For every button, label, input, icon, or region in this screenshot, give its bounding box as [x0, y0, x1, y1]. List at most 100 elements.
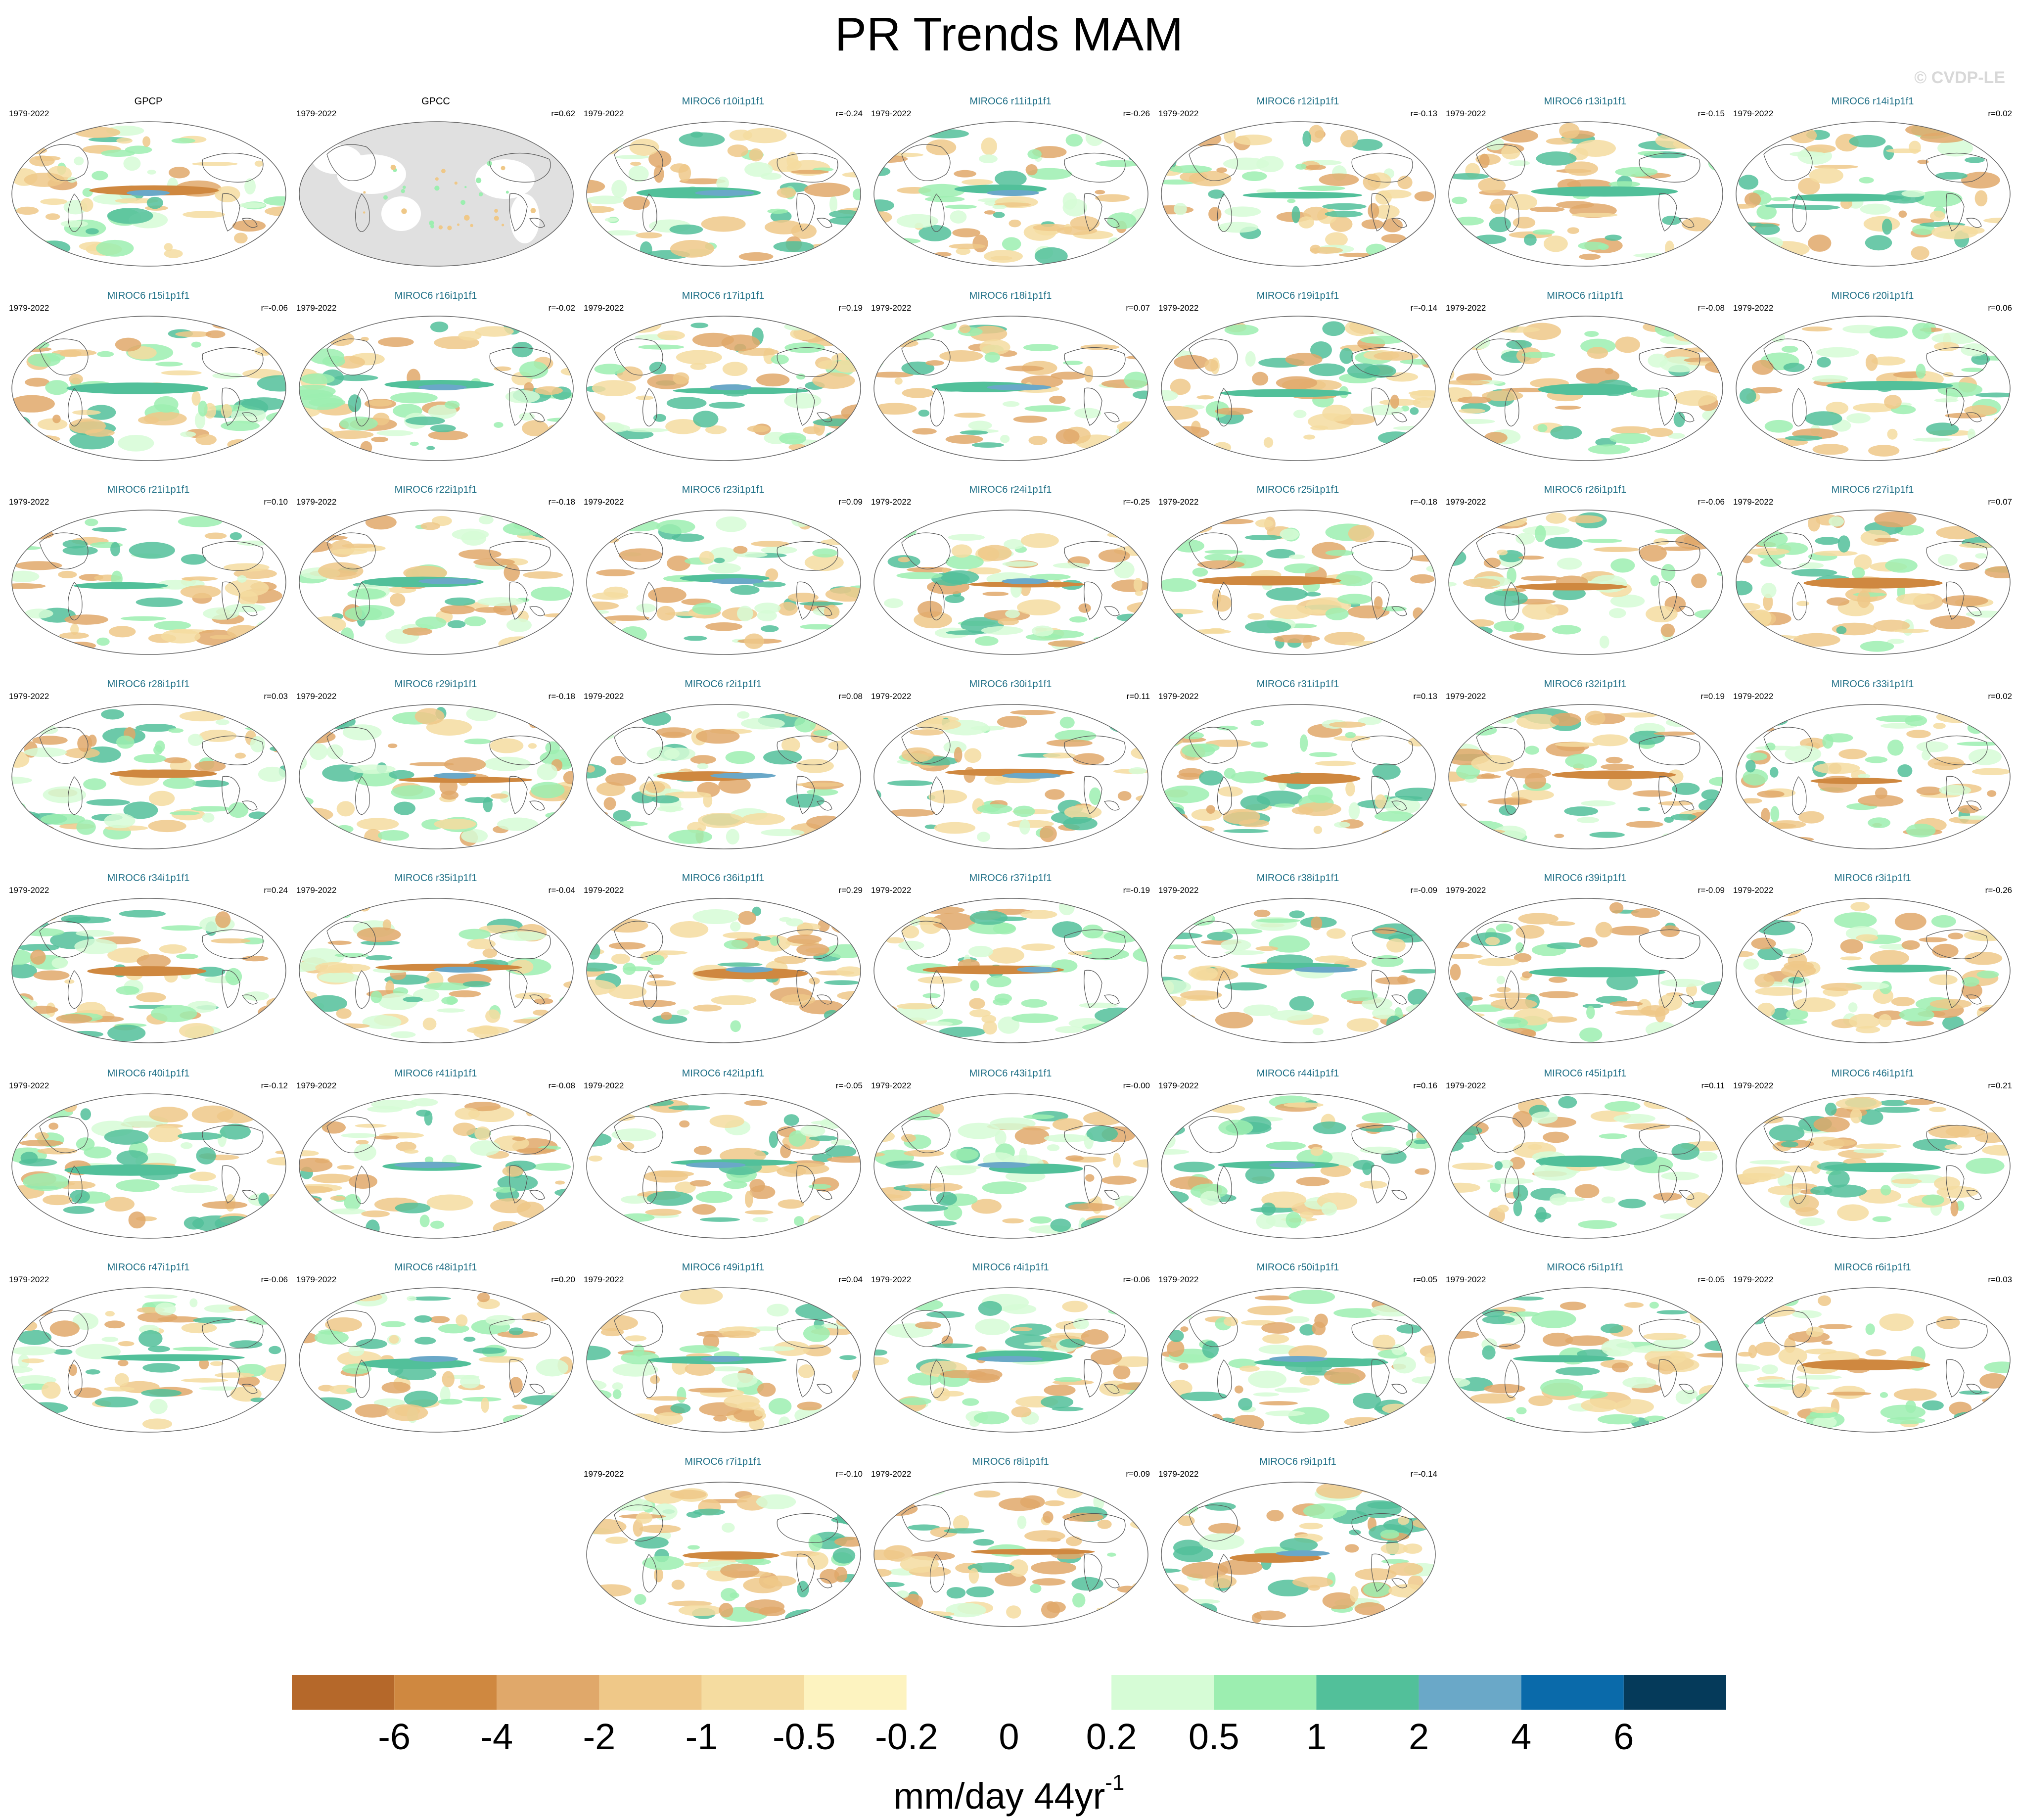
panel-correlation: r=0.02: [1988, 109, 2012, 118]
robinson-map: [873, 121, 1148, 267]
map-outline: [873, 316, 1148, 461]
map-outline: [1736, 510, 2011, 655]
panel-correlation: r=0.19: [1700, 692, 1725, 701]
colorbar-box: [1214, 1675, 1317, 1710]
map-panel: MIROC6 r27i1p1f1 1979-2022 r=0.07: [1729, 482, 2016, 670]
panel-correlation: r=-0.00: [1123, 1081, 1150, 1090]
map-panel: MIROC6 r38i1p1f1 1979-2022 r=-0.09: [1154, 871, 1441, 1059]
panel-title: MIROC6 r15i1p1f1: [107, 290, 190, 301]
panel-title: MIROC6 r2i1p1f1: [685, 679, 762, 690]
robinson-map: [1736, 704, 2011, 849]
panel-correlation: r=-0.02: [548, 303, 575, 313]
panel-correlation: r=-0.26: [1985, 886, 2012, 895]
map-outline: [586, 1287, 861, 1433]
map-panel: MIROC6 r42i1p1f1 1979-2022 r=-0.05: [580, 1066, 867, 1254]
colorbar-box: [599, 1675, 702, 1710]
map-panel: MIROC6 r41i1p1f1 1979-2022 r=-0.08: [292, 1066, 579, 1254]
panel-title: MIROC6 r22i1p1f1: [394, 484, 477, 495]
panel-title: MIROC6 r43i1p1f1: [969, 1068, 1052, 1079]
map-panel: MIROC6 r9i1p1f1 1979-2022 r=-0.14: [1154, 1454, 1441, 1642]
map-panel: MIROC6 r30i1p1f1 1979-2022 r=0.11: [867, 677, 1154, 865]
robinson-map: [1448, 1287, 1723, 1433]
panel-period: 1979-2022: [1733, 497, 1774, 507]
panel-period: 1979-2022: [9, 109, 49, 118]
map-outline: [873, 121, 1148, 267]
map-outline: [873, 1482, 1148, 1627]
panel-period: 1979-2022: [9, 1275, 49, 1284]
panel-period: 1979-2022: [871, 303, 912, 313]
panel-correlation: r=0.29: [838, 886, 863, 895]
colorbar-box: [394, 1675, 497, 1710]
map-outline: [1736, 704, 2011, 849]
colorbar-box: [804, 1675, 907, 1710]
panel-title: MIROC6 r3i1p1f1: [1834, 873, 1911, 884]
panel-correlation: r=-0.25: [1123, 497, 1150, 507]
map-panel: MIROC6 r36i1p1f1 1979-2022 r=0.29: [580, 871, 867, 1059]
robinson-map: [1736, 1287, 2011, 1433]
panel-title: MIROC6 r11i1p1f1: [969, 96, 1052, 107]
panel-title: MIROC6 r12i1p1f1: [1256, 96, 1339, 107]
colorbar-units: mm/day 44yr-1: [0, 1759, 2018, 1820]
map-outline: [1448, 1287, 1723, 1433]
panel-correlation: r=-0.26: [1123, 109, 1150, 118]
colorbar-tick-label: 6: [1613, 1716, 1634, 1757]
robinson-map: [586, 704, 861, 849]
panel-title: MIROC6 r49i1p1f1: [682, 1262, 765, 1273]
map-outline: [586, 121, 861, 267]
colorbar-tick-label: 1: [1306, 1716, 1327, 1757]
panel-correlation: r=-0.09: [1410, 886, 1437, 895]
panel-correlation: r=0.02: [1988, 692, 2012, 701]
map-outline: [1161, 121, 1436, 267]
panel-period: 1979-2022: [871, 886, 912, 895]
panel-title: MIROC6 r29i1p1f1: [394, 679, 477, 690]
robinson-map: [1736, 898, 2011, 1043]
map-outline: [1736, 316, 2011, 461]
panel-correlation: r=-0.06: [1123, 1275, 1150, 1284]
panel-correlation: r=-0.12: [261, 1081, 288, 1090]
robinson-map: [873, 1093, 1148, 1239]
panel-title: MIROC6 r45i1p1f1: [1544, 1068, 1627, 1079]
panel-title: MIROC6 r50i1p1f1: [1256, 1262, 1339, 1273]
robinson-map: [1448, 121, 1723, 267]
robinson-map: [586, 1287, 861, 1433]
panel-title: MIROC6 r42i1p1f1: [682, 1068, 765, 1079]
panel-period: 1979-2022: [9, 303, 49, 313]
panel-period: 1979-2022: [871, 692, 912, 701]
panel-correlation: r=0.07: [1126, 303, 1150, 313]
map-panel: MIROC6 r29i1p1f1 1979-2022 r=-0.18: [292, 677, 579, 865]
panel-title: MIROC6 r38i1p1f1: [1256, 873, 1339, 884]
panel-period: 1979-2022: [1446, 886, 1486, 895]
panel-correlation: r=-0.05: [835, 1081, 863, 1090]
map-outline: [1161, 510, 1436, 655]
colorbar-box: [497, 1675, 599, 1710]
robinson-map: [586, 121, 861, 267]
panel-title: MIROC6 r46i1p1f1: [1831, 1068, 1914, 1079]
robinson-map: [11, 1093, 286, 1239]
map-outline: [1448, 510, 1723, 655]
map-outline: [873, 898, 1148, 1043]
map-panel: MIROC6 r43i1p1f1 1979-2022 r=-0.00: [867, 1066, 1154, 1254]
robinson-map: [873, 898, 1148, 1043]
robinson-map: [586, 898, 861, 1043]
panel-title: MIROC6 r7i1p1f1: [685, 1456, 762, 1467]
panel-period: 1979-2022: [1158, 1275, 1199, 1284]
panel-correlation: r=-0.08: [1697, 303, 1725, 313]
map-panel: MIROC6 r1i1p1f1 1979-2022 r=-0.08: [1442, 288, 1729, 476]
panel-correlation: r=0.06: [1988, 303, 2012, 313]
panel-period: 1979-2022: [296, 303, 337, 313]
map-outline: [1448, 316, 1723, 461]
map-outline: [1161, 704, 1436, 849]
panel-period: 1979-2022: [871, 109, 912, 118]
colorbar-box: [1623, 1675, 1726, 1710]
colorbar-units-exponent: -1: [1105, 1771, 1125, 1795]
robinson-map: [11, 316, 286, 461]
map-outline: [299, 1287, 574, 1433]
robinson-map: [299, 316, 574, 461]
colorbar-box: [701, 1675, 804, 1710]
robinson-map: [1161, 1482, 1436, 1627]
colorbar-tick-label: -2: [583, 1716, 616, 1757]
colorbar-box: [1009, 1675, 1112, 1710]
robinson-map: [299, 898, 574, 1043]
map-outline: [1448, 704, 1723, 849]
